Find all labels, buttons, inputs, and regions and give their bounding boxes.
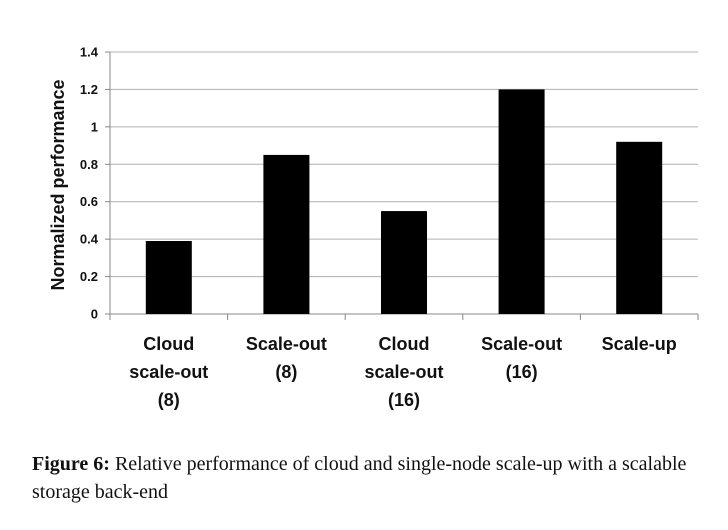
y-axis-title: Normalized performance [48, 79, 68, 290]
bar [498, 89, 545, 314]
x-category-label: Scale-out [481, 334, 562, 354]
figure-caption: Figure 6: Relative performance of cloud … [32, 450, 712, 506]
caption-text: Relative performance of cloud and single… [32, 453, 687, 503]
x-category-label: Cloud [379, 334, 430, 354]
y-tick-label: 0.4 [80, 232, 99, 247]
y-tick-label: 1.2 [80, 82, 98, 97]
x-category-label: (8) [275, 362, 297, 382]
y-tick-label: 1.4 [80, 45, 99, 60]
bar [616, 141, 663, 314]
bar [263, 154, 310, 314]
x-category-label: scale-out [129, 362, 208, 382]
y-tick-label: 1 [91, 119, 98, 134]
y-tick-label: 0.8 [80, 157, 98, 172]
x-category-label: Scale-out [246, 334, 327, 354]
bar [145, 241, 192, 314]
y-tick-label: 0 [91, 307, 98, 322]
bar-chart-svg: 0 0.2 0.4 0.6 0.8 1 1.2 1.4 Cloud scale-out (8) Sca… [48, 45, 699, 410]
x-category-label: scale-out [364, 362, 443, 382]
chart: 0 0.2 0.4 0.6 0.8 1 1.2 1.4 Cloud scale-out (8) Sca… [48, 45, 699, 410]
caption-label: Figure 6: [32, 453, 110, 475]
y-tick-label: 0.2 [80, 269, 98, 284]
bar [381, 211, 427, 314]
x-category-label: Scale-up [602, 334, 677, 354]
x-category-label: (8) [158, 390, 180, 410]
y-tick-label: 0.6 [80, 194, 98, 209]
x-category-label: (16) [388, 390, 420, 410]
x-category-label: (16) [506, 362, 538, 382]
x-category-label: Cloud [143, 334, 194, 354]
